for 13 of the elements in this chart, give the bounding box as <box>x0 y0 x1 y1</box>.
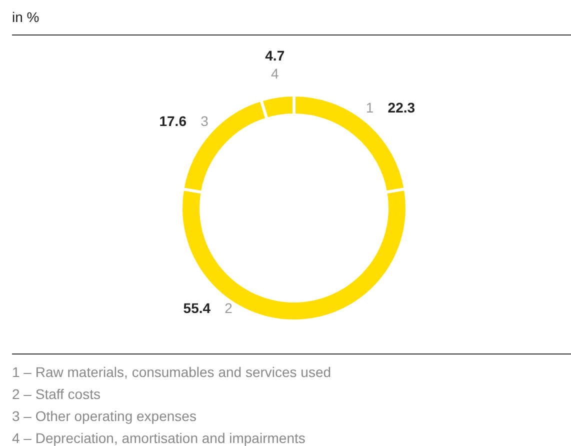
data-label: 17.6 <box>159 113 187 130</box>
text: in % <box>12 9 40 25</box>
text: 3 – Other operating expenses <box>12 408 196 424</box>
data-label: 4.7 <box>265 48 285 64</box>
data-label: 22.3 <box>388 100 416 116</box>
text: 1 – Raw materials, consumables and services used <box>12 364 332 380</box>
slice-label: 3 <box>200 113 209 130</box>
slice-label: 4 <box>270 66 279 82</box>
data-label: 55.4 <box>183 300 211 316</box>
text: 2 – Staff costs <box>12 386 100 402</box>
text: 4 – Depreciation, amortisation and impairments <box>12 430 306 446</box>
slice-label: 1 <box>366 100 374 116</box>
slice-label: 2 <box>224 300 233 316</box>
